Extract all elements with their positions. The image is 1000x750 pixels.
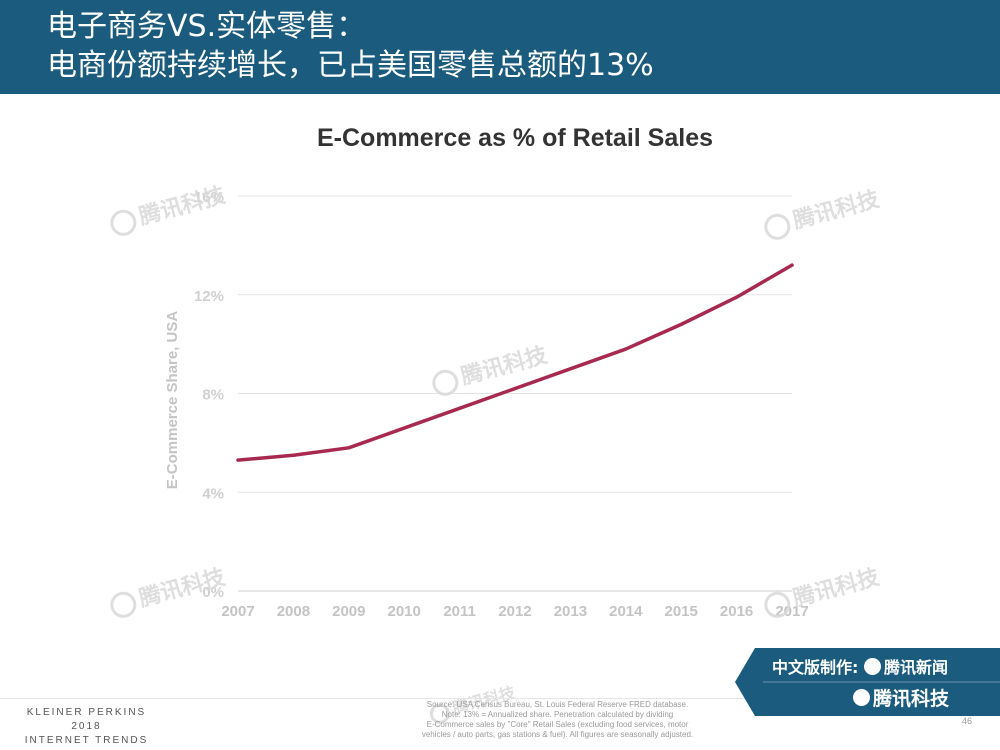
source-line: E-Commerce sales by "Core" Retail Sales … [426, 720, 689, 729]
data-point [735, 295, 739, 299]
tencent-tech-logo-icon [853, 689, 870, 706]
data-point [347, 446, 351, 450]
footer-divider [0, 698, 1000, 699]
data-point [458, 406, 462, 410]
data-point [236, 458, 240, 462]
credit-label: 中文版制作: [772, 658, 859, 677]
x-tick-label: 2007 [221, 603, 254, 620]
footer-brand-name: KLEINER PERKINS [26, 707, 147, 718]
source-line: Source: USA Census Bureau, St. Louis Fed… [426, 700, 689, 709]
credit-line1: 中文版制作: 腾讯新闻 [772, 654, 948, 678]
credit-badge: 中文版制作: 腾讯新闻 腾讯科技 [735, 648, 1000, 716]
x-tick-label: 2016 [720, 603, 753, 620]
data-point [679, 322, 683, 326]
credit-brand-news: 腾讯新闻 [883, 658, 948, 677]
y-tick-label: 12% [194, 288, 224, 305]
source-note: Source: USA Census Bureau, St. Louis Fed… [385, 700, 730, 740]
data-point [402, 426, 406, 430]
chart-title: E-Commerce as % of Retail Sales [317, 124, 713, 152]
footer-brand-report: INTERNET TRENDS [24, 735, 149, 746]
x-tick-label: 2008 [277, 603, 310, 620]
y-tick-label: 4% [202, 485, 224, 502]
x-tick-label: 2014 [609, 603, 643, 620]
header-title-line2: 电商份额持续增长，已占美国零售总额的13% [47, 48, 654, 83]
data-point [568, 367, 572, 371]
y-tick-label: 16% [194, 189, 224, 206]
x-tick-label: 2009 [332, 603, 365, 620]
line-chart: 0% 4% 8% 12% 16% 2007 2008 2009 2010 2011 2012 2013… [164, 189, 809, 620]
x-tick-label: 2010 [388, 603, 421, 620]
x-tick-label: 2017 [775, 603, 808, 620]
header-title-line1: 电子商务VS.实体零售： [47, 9, 367, 44]
x-tick-label: 2015 [665, 603, 698, 620]
footer-brand-year: 2018 [71, 721, 102, 732]
y-tick-label: 0% [202, 584, 224, 601]
data-point [790, 263, 794, 267]
data-point [513, 387, 517, 391]
y-axis-label: E-Commerce Share, USA [164, 311, 181, 490]
x-tick-label: 2012 [498, 603, 531, 620]
data-point [291, 453, 295, 457]
source-line: vehicles / auto parts, gas stations & fu… [421, 730, 694, 739]
tencent-news-logo-icon [863, 658, 881, 675]
footer-brand: KLEINER PERKINS 2018 INTERNET TRENDS [14, 706, 159, 748]
x-tick-label: 2013 [554, 603, 587, 620]
header-banner: 电子商务VS.实体零售： 电商份额持续增长，已占美国零售总额的13% [0, 0, 1000, 94]
x-tick-label: 2011 [443, 603, 476, 620]
data-point [624, 347, 628, 351]
page-number: 46 [962, 716, 973, 726]
y-tick-label: 8% [202, 387, 224, 404]
credit-brand-tech: 腾讯科技 [873, 688, 950, 710]
source-line: Note: 13% = Annualized share. Penetratio… [441, 710, 674, 719]
credit-line2: 腾讯科技 [853, 684, 949, 711]
credit-badge-background [735, 648, 1000, 716]
